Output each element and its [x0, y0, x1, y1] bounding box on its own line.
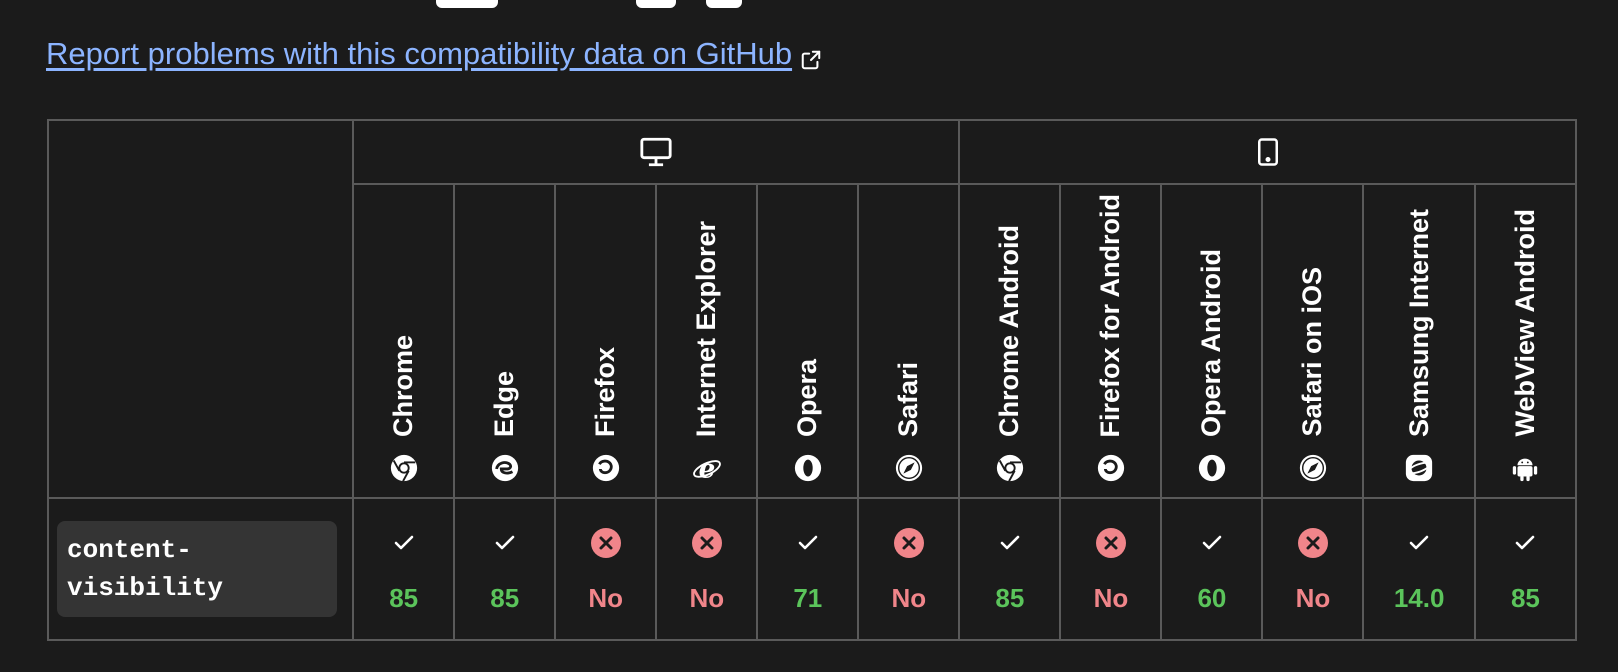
version-label: 14.0	[1393, 583, 1445, 613]
support-cell-safari-on-ios[interactable]: No	[1261, 497, 1365, 641]
support-cell-edge[interactable]: 85	[453, 497, 557, 641]
browser-name: Chrome	[388, 334, 419, 437]
support-cell-opera-android[interactable]: 60	[1160, 497, 1264, 641]
browser-name: Edge	[489, 370, 520, 437]
support-cell-internet-explorer[interactable]: No	[655, 497, 759, 641]
browser-name: Firefox for Android	[1095, 193, 1126, 438]
chrome-icon	[389, 453, 419, 483]
version-label: 85	[1510, 583, 1540, 613]
support-cell-firefox-for-android[interactable]: No	[1059, 497, 1163, 641]
safari-icon	[894, 453, 924, 483]
browser-header-opera-android: Opera Android	[1160, 183, 1264, 499]
browser-name: Opera	[792, 358, 823, 437]
cross-circle-icon	[590, 527, 622, 559]
version-label: 85	[995, 583, 1025, 613]
browser-header-opera: Opera	[756, 183, 860, 499]
platform-desktop	[352, 119, 961, 185]
version-label: No	[689, 583, 725, 613]
external-link-icon	[800, 43, 822, 70]
check-icon	[489, 527, 521, 559]
cross-circle-icon	[893, 527, 925, 559]
browser-header-row: Chrome Edge Firefox Internet Explorer e Opera…	[48, 183, 1578, 499]
browser-header-firefox: Firefox	[554, 183, 658, 499]
firefox-icon	[591, 453, 621, 483]
version-label: No	[1295, 583, 1331, 613]
report-problems-link-text: Report problems with this compatibility …	[46, 36, 793, 71]
support-cell-samsung-internet[interactable]: 14.0	[1362, 497, 1476, 641]
browser-name: Safari	[893, 361, 924, 437]
desktop-icon	[354, 121, 958, 183]
support-cell-safari[interactable]: No	[857, 497, 961, 641]
compat-table: Chrome Edge Firefox Internet Explorer e Opera…	[46, 119, 1578, 641]
check-icon	[994, 527, 1026, 559]
support-cell-chrome-android[interactable]: 85	[958, 497, 1062, 641]
cross-circle-icon	[1297, 527, 1329, 559]
edge-icon	[490, 453, 520, 483]
browser-name: Chrome Android	[994, 225, 1025, 437]
browser-name: Opera Android	[1196, 248, 1227, 437]
version-label: No	[588, 583, 624, 613]
version-label: 85	[389, 583, 419, 613]
check-icon	[792, 527, 824, 559]
version-label: No	[1093, 583, 1129, 613]
check-icon	[1509, 527, 1541, 559]
platform-header-row	[46, 119, 1577, 499]
svg-text:e: e	[698, 453, 715, 483]
opera-icon	[1197, 453, 1227, 483]
support-cell-webview-android[interactable]: 85	[1473, 497, 1578, 641]
feature-row: content-visibility 85 85 No No 71 No 85 No 60 No 1…	[46, 497, 1578, 641]
check-icon	[1196, 527, 1228, 559]
check-icon	[388, 527, 420, 559]
mobile-icon	[960, 121, 1575, 183]
cross-circle-icon	[691, 527, 723, 559]
browser-header-safari-on-ios: Safari on iOS	[1261, 183, 1365, 499]
report-problems-link[interactable]: Report problems with this compatibility …	[46, 36, 822, 72]
browser-name: Internet Explorer	[691, 220, 722, 437]
browser-header-firefox-for-android: Firefox for Android	[1059, 183, 1163, 499]
firefox-icon	[1096, 453, 1126, 483]
chrome-icon	[995, 453, 1025, 483]
cross-circle-icon	[1095, 527, 1127, 559]
version-label: No	[891, 583, 927, 613]
browser-name: Safari on iOS	[1297, 267, 1328, 437]
browser-name: WebView Android	[1509, 209, 1540, 437]
browser-header-chrome-android: Chrome Android	[958, 183, 1062, 499]
feature-name[interactable]: content-visibility	[57, 521, 337, 617]
browser-header-safari: Safari	[857, 183, 961, 499]
page-heading-fragment	[46, 0, 746, 12]
browser-header-chrome: Chrome	[352, 183, 456, 499]
check-icon	[1403, 527, 1435, 559]
platform-mobile	[958, 119, 1577, 185]
version-label: 60	[1197, 583, 1227, 613]
support-cell-firefox[interactable]: No	[554, 497, 658, 641]
samsung-internet-icon	[1404, 453, 1434, 483]
browser-header-internet-explorer: Internet Explorer e	[655, 183, 759, 499]
support-cell-chrome[interactable]: 85	[352, 497, 456, 641]
browser-header-samsung-internet: Samsung Internet	[1362, 183, 1476, 499]
version-label: 85	[490, 583, 520, 613]
internet-explorer-icon: e	[692, 453, 722, 484]
feature-name-cell: content-visibility	[46, 497, 355, 641]
support-cell-opera[interactable]: 71	[756, 497, 860, 641]
table-corner	[46, 119, 355, 499]
android-icon	[1510, 453, 1540, 483]
safari-icon	[1298, 453, 1328, 483]
browser-header-edge: Edge	[453, 183, 557, 499]
browser-name: Firefox	[590, 346, 621, 437]
version-label: 71	[793, 583, 823, 613]
opera-icon	[793, 453, 823, 483]
browser-name: Samsung Internet	[1403, 208, 1434, 437]
browser-header-webview-android: WebView Android	[1473, 183, 1578, 499]
